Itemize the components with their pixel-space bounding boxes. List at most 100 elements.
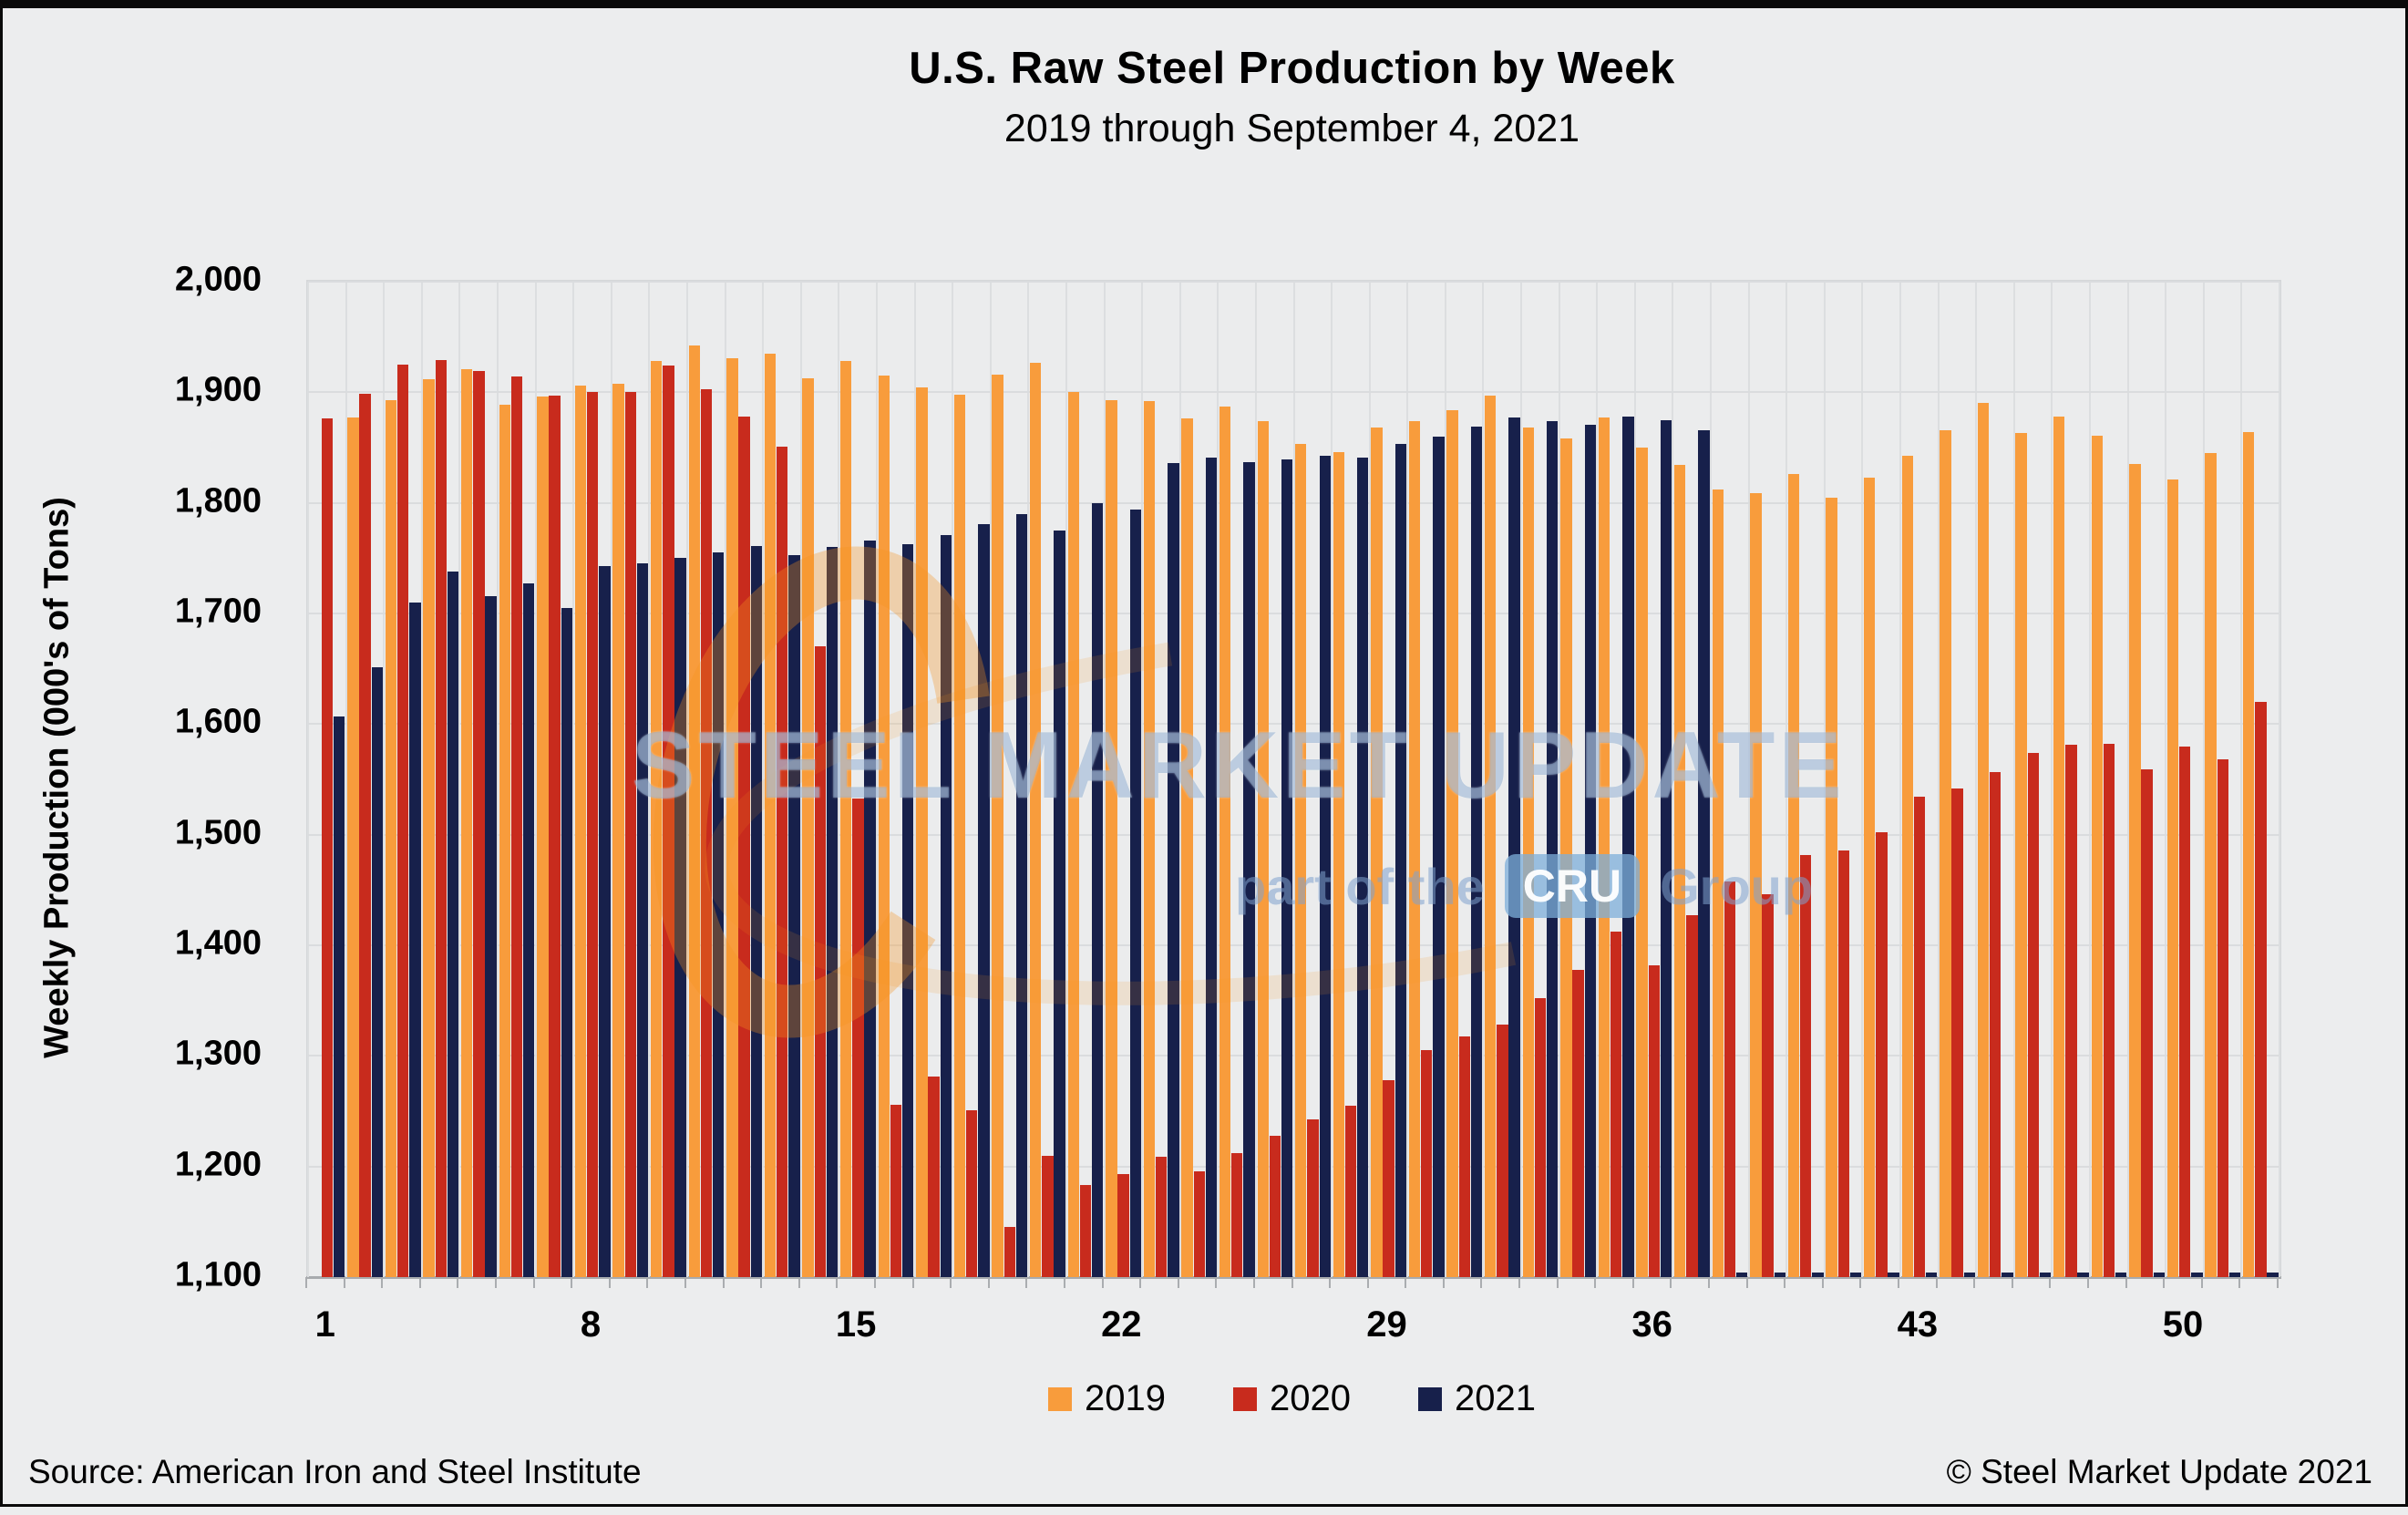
x-axis-tick-label: 36 [1631,1304,1672,1345]
bar-2019-wk10 [650,361,663,1277]
bar-2020-wk44 [1951,788,1963,1277]
bar-2019-wk19 [992,374,1003,1277]
x-axis-tick [494,1277,497,1288]
bar-2020-wk2 [359,393,371,1277]
x-axis-tick [1101,1277,1104,1288]
bar-2021-wk41 [1849,1273,1862,1277]
x-axis-tick [1291,1277,1293,1288]
legend-swatch-2020 [1233,1386,1257,1411]
bar-2019-wk37 [1674,465,1686,1277]
vertical-gridline [1406,282,1409,1277]
bar-2020-wk12 [738,417,750,1277]
bar-2021-wk29 [1394,444,1407,1277]
bar-2020-wk40 [1800,854,1812,1277]
x-axis-tick [2200,1277,2203,1288]
bar-2020-wk43 [1913,797,1926,1277]
bar-2021-wk34 [1584,424,1597,1277]
chart-subtitle: 2019 through September 4, 2021 [1003,107,1580,150]
bar-2021-wk26 [1281,459,1293,1277]
bar-2019-wk6 [499,404,510,1277]
bar-2019-wk47 [2053,417,2065,1277]
bar-2021-wk46 [2039,1273,2052,1277]
bar-2020-wk21 [1079,1185,1092,1277]
x-axis-tick [1935,1277,1938,1288]
bar-2019-wk22 [1106,399,1117,1277]
bar-2019-wk24 [1181,418,1193,1277]
x-axis-tick [1405,1277,1407,1288]
copyright-text: © Steel Market Update 2021 [1946,1453,2372,1490]
x-axis-tick [1745,1277,1748,1288]
bar-2021-wk4 [447,571,459,1277]
x-axis-tick [1859,1277,1862,1288]
bar-2020-wk47 [2065,745,2077,1277]
bar-2020-wk41 [1837,850,1850,1277]
x-axis-tick-label: 29 [1366,1304,1407,1345]
x-axis-tick [1898,1277,1900,1288]
vertical-gridline [1975,282,1978,1277]
bar-2021-wk42 [1888,1273,1899,1277]
x-axis-tick [798,1277,800,1288]
vertical-gridline [2126,282,2129,1277]
x-axis-tick [2163,1277,2166,1288]
bar-2021-wk24 [1205,457,1218,1277]
x-axis-tick [418,1277,421,1288]
bar-2019-wk15 [839,361,852,1277]
vertical-gridline [458,282,461,1277]
vertical-gridline [307,282,309,1277]
bar-2019-wk41 [1826,497,1837,1277]
bar-2020-wk48 [2103,744,2115,1277]
bar-2021-wk28 [1357,457,1369,1277]
bar-2019-wk39 [1750,492,1762,1277]
bar-2019-wk34 [1560,438,1572,1277]
x-axis-tick [1670,1277,1672,1288]
bar-2020-wk36 [1648,964,1661,1277]
plot-area [306,280,2281,1279]
vertical-gridline [420,282,423,1277]
legend-item-2020: 2020 [1233,1378,1351,1419]
vertical-gridline [989,282,992,1277]
vertical-gridline [1823,282,1826,1277]
bar-2020-wk7 [549,395,561,1277]
source-text: Source: American Iron and Steel Institut… [28,1453,642,1490]
bar-2021-wk51 [2228,1273,2241,1277]
bar-2021-wk14 [826,547,839,1277]
vertical-gridline [2279,282,2280,1277]
vertical-gridline [496,282,499,1277]
bar-2019-wk45 [1977,403,1990,1277]
vertical-gridline [1103,282,1106,1277]
vertical-gridline [875,282,878,1277]
x-axis-tick [608,1277,611,1288]
bar-2021-wk32 [1508,417,1520,1277]
y-axis-tick-label: 1,900 [174,370,262,409]
vertical-gridline [1861,282,1864,1277]
x-axis-tick [836,1277,839,1288]
bar-2021-wk36 [1660,419,1672,1277]
vertical-gridline [1710,282,1713,1277]
y-axis-tick-label: 1,200 [174,1145,262,1184]
x-axis-tick [1366,1277,1369,1288]
horizontal-gridline [308,833,2279,836]
vertical-gridline [1899,282,1902,1277]
horizontal-gridline [308,613,2279,614]
bar-2021-wk52 [2267,1273,2279,1277]
vertical-gridline [2202,282,2205,1277]
bar-2019-wk38 [1712,490,1724,1277]
bar-2020-wk52 [2255,702,2267,1277]
bar-2020-wk29 [1383,1080,1394,1277]
bar-2019-wk2 [347,417,359,1277]
vertical-gridline [952,282,954,1277]
bar-2019-wk42 [1864,477,1876,1277]
x-axis-tick [1329,1277,1332,1288]
y-axis-tick-label: 1,700 [174,592,262,631]
vertical-gridline [1292,282,1295,1277]
bar-2021-wk12 [750,546,762,1277]
bar-2020-wk3 [396,365,409,1277]
y-axis-tick-label: 1,300 [174,1034,262,1073]
bar-2019-wk28 [1333,451,1345,1277]
y-axis-title: Weekly Production (000's of Tons) [37,497,77,1058]
bar-2019-wk13 [764,353,777,1277]
bar-2019-wk16 [878,376,890,1277]
bar-2020-wk49 [2141,769,2153,1277]
horizontal-gridline [308,1055,2279,1057]
y-axis-tick-label: 1,400 [174,923,262,963]
